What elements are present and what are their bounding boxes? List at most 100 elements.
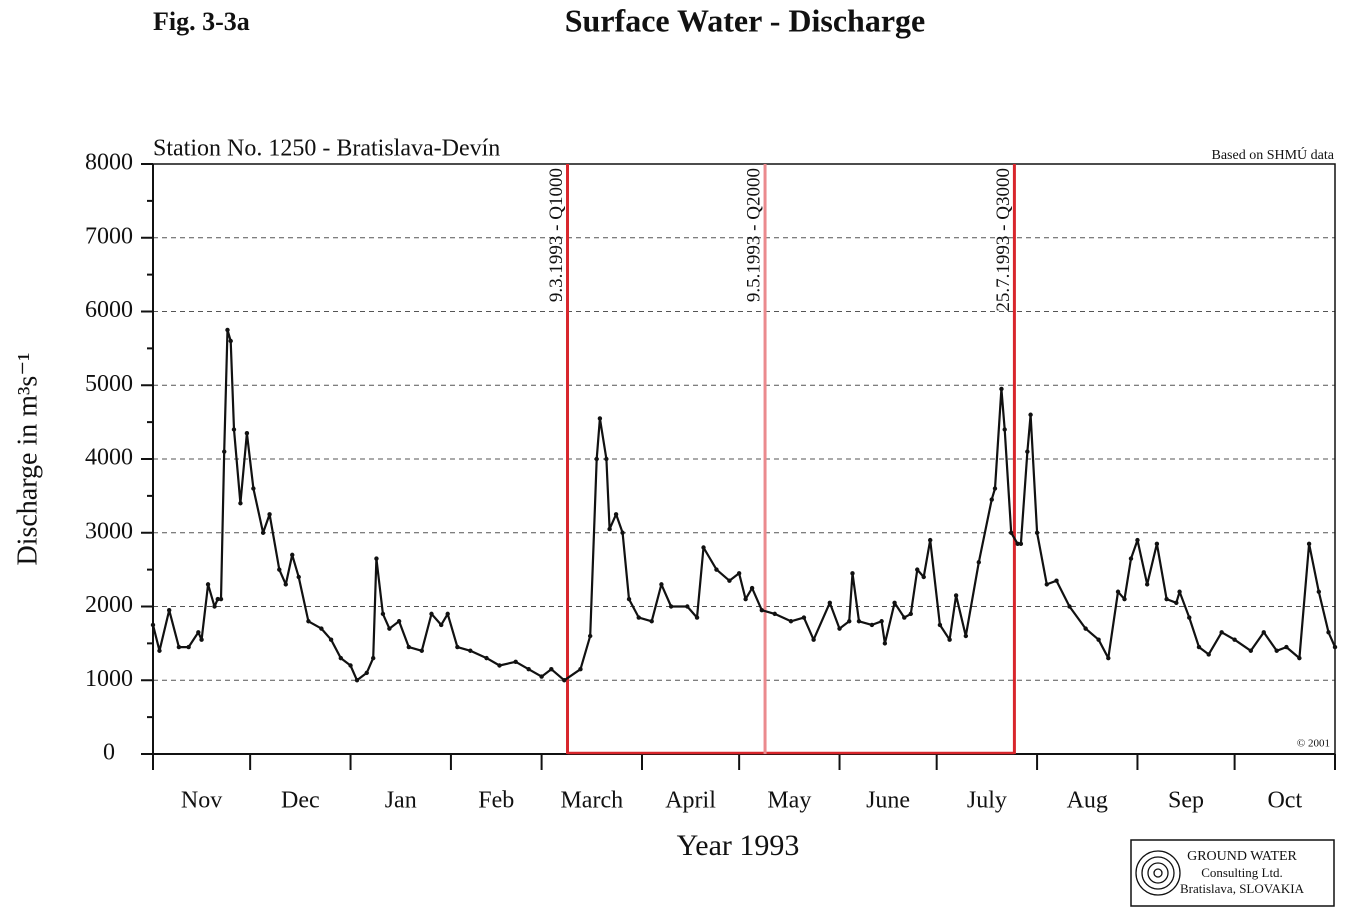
data-point bbox=[1187, 615, 1192, 620]
chart-title: Surface Water - Discharge bbox=[565, 2, 926, 38]
data-point bbox=[497, 663, 502, 668]
data-point bbox=[879, 619, 884, 624]
data-point bbox=[549, 666, 554, 672]
y-tick-label: 3000 bbox=[85, 518, 133, 544]
data-point bbox=[251, 486, 256, 491]
data-point bbox=[231, 427, 237, 432]
subtitle: Station No. 1250 - Bratislava-Devín bbox=[153, 136, 500, 162]
data-point bbox=[222, 449, 227, 454]
data-point bbox=[455, 644, 460, 650]
data-point bbox=[743, 596, 748, 602]
data-point bbox=[1232, 637, 1237, 642]
data-point bbox=[215, 596, 220, 602]
data-point bbox=[1135, 537, 1140, 543]
data-point bbox=[468, 648, 473, 653]
copyright: © 2001 bbox=[1297, 738, 1330, 750]
figure-label: Fig. 3-3a bbox=[153, 7, 250, 36]
data-point bbox=[1326, 630, 1331, 635]
logo-line: GROUND WATER bbox=[1187, 849, 1297, 864]
data-point bbox=[364, 670, 369, 676]
annotation-label: 9.3.1993 - Q1000 bbox=[546, 168, 567, 302]
data-point bbox=[380, 611, 386, 617]
y-tick-label: 4000 bbox=[85, 445, 133, 471]
data-point bbox=[613, 512, 619, 517]
data-point bbox=[597, 416, 603, 421]
data-point bbox=[166, 607, 172, 613]
y-tick-label: 0 bbox=[103, 740, 115, 766]
data-point bbox=[856, 619, 862, 624]
x-tick-label: Dec bbox=[281, 788, 320, 814]
data-point bbox=[1122, 596, 1127, 602]
y-tick-label: 5000 bbox=[85, 371, 133, 397]
data-point bbox=[1115, 589, 1121, 594]
x-tick-label: March bbox=[560, 788, 623, 814]
data-point bbox=[659, 582, 664, 587]
data-point bbox=[869, 622, 875, 628]
data-point bbox=[484, 655, 489, 661]
x-tick-label: May bbox=[767, 788, 811, 814]
data-point bbox=[714, 567, 719, 572]
data-point bbox=[374, 556, 379, 561]
data-point bbox=[1028, 412, 1033, 417]
data-point bbox=[694, 615, 700, 620]
data-point bbox=[811, 637, 816, 642]
data-point bbox=[199, 637, 204, 642]
data-point bbox=[526, 666, 531, 672]
x-tick-label: Jan bbox=[385, 788, 417, 814]
data-point bbox=[290, 552, 295, 558]
source-note: Based on SHMÚ data bbox=[1212, 146, 1335, 163]
data-point bbox=[594, 456, 599, 462]
data-point bbox=[1128, 556, 1134, 561]
data-point bbox=[587, 633, 593, 639]
data-point bbox=[1154, 541, 1160, 547]
data-point bbox=[989, 497, 994, 502]
data-point bbox=[539, 674, 544, 679]
x-axis-label: Year 1993 bbox=[677, 829, 800, 862]
data-point bbox=[228, 338, 233, 344]
x-tick-label: Sep bbox=[1168, 788, 1204, 814]
data-point bbox=[1164, 596, 1169, 602]
data-point bbox=[620, 530, 625, 535]
logo: GROUND WATER Consulting Ltd. Bratislava,… bbox=[1130, 839, 1335, 907]
data-point bbox=[850, 571, 855, 576]
x-tick-label: April bbox=[665, 788, 716, 814]
data-point bbox=[902, 615, 907, 620]
data-point bbox=[1002, 427, 1007, 432]
data-point bbox=[847, 619, 852, 624]
data-point bbox=[1034, 530, 1040, 535]
data-point bbox=[649, 619, 654, 624]
data-point bbox=[1025, 449, 1030, 454]
data-point bbox=[244, 430, 250, 436]
y-tick-label: 1000 bbox=[85, 666, 133, 692]
data-point bbox=[928, 537, 933, 543]
data-point bbox=[1106, 655, 1111, 661]
data-point bbox=[701, 545, 706, 550]
data-point bbox=[419, 648, 424, 653]
data-point bbox=[1219, 630, 1224, 635]
data-point bbox=[999, 386, 1004, 392]
logo-line: Bratislava, SLOVAKIA bbox=[1180, 881, 1305, 896]
data-point bbox=[801, 615, 807, 620]
data-point bbox=[578, 666, 583, 672]
data-point bbox=[837, 626, 842, 631]
data-point bbox=[406, 644, 412, 650]
data-point bbox=[1008, 530, 1014, 535]
data-point bbox=[212, 604, 217, 609]
data-point bbox=[205, 582, 211, 587]
data-point bbox=[992, 486, 998, 491]
data-point bbox=[1067, 604, 1072, 609]
data-point bbox=[306, 619, 311, 624]
data-point bbox=[1206, 652, 1211, 657]
x-tick-label: Aug bbox=[1067, 788, 1108, 814]
data-point bbox=[218, 596, 224, 602]
data-point bbox=[429, 611, 434, 617]
data-point bbox=[1332, 644, 1338, 650]
data-point bbox=[396, 619, 402, 624]
annotation-label: 9.5.1993 - Q2000 bbox=[743, 168, 764, 302]
data-point bbox=[445, 611, 450, 617]
data-point bbox=[513, 659, 518, 665]
data-point bbox=[727, 578, 732, 583]
data-point bbox=[225, 327, 230, 333]
data-point bbox=[759, 607, 765, 613]
